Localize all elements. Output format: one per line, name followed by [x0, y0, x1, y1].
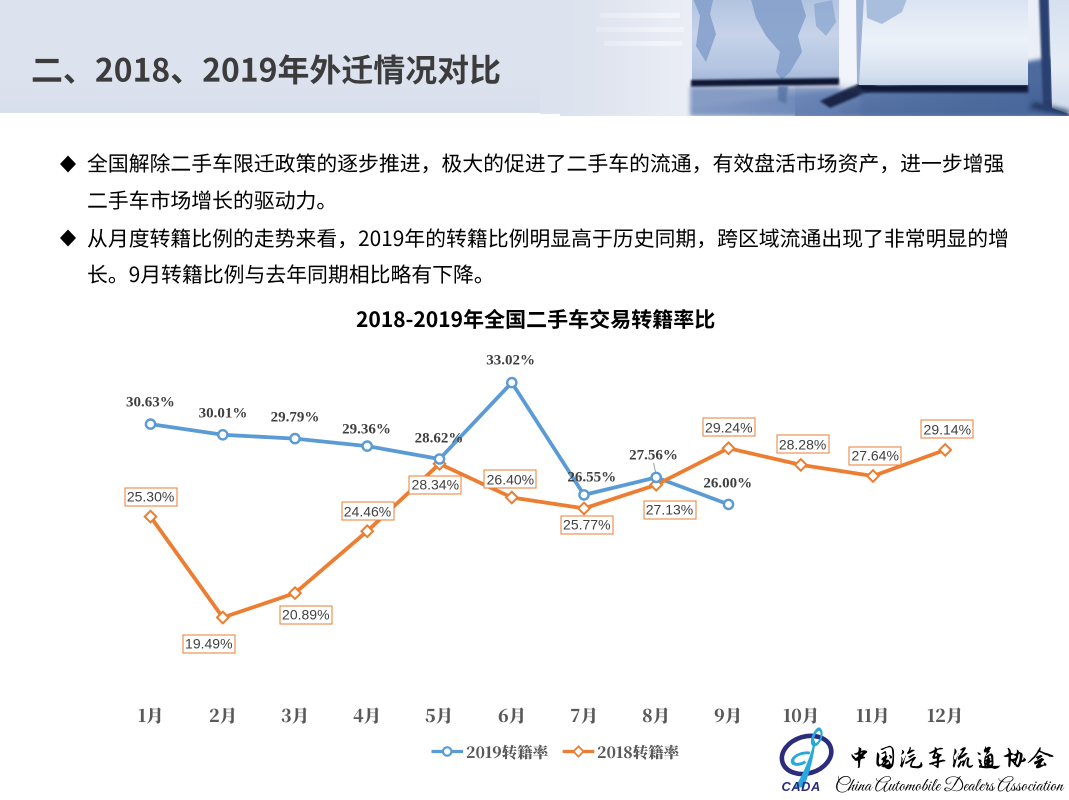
svg-text:CADA: CADA — [782, 779, 821, 794]
